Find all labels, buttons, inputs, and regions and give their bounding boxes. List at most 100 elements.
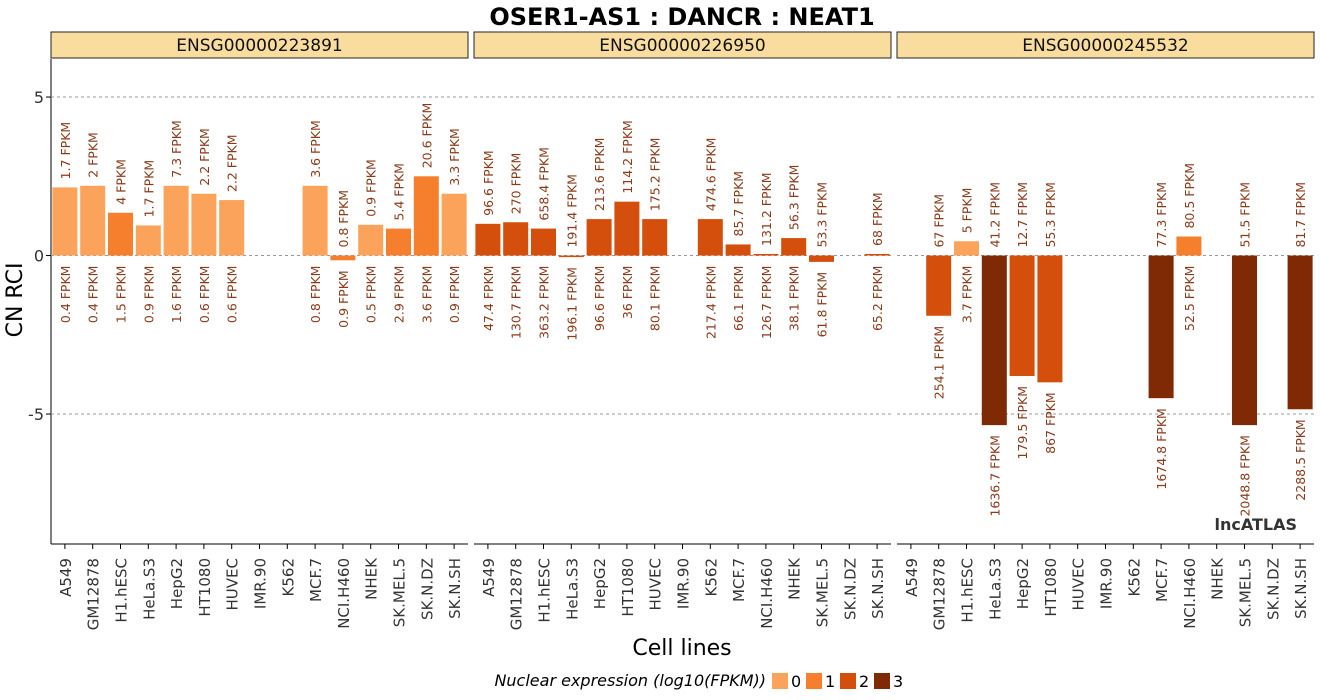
bar (441, 193, 467, 256)
x-tick-label: H1.hESC (113, 558, 131, 623)
x-tick-label: MCF.7 (1153, 558, 1171, 602)
bar (697, 219, 723, 256)
lncatlas-watermark: lncATLAS (1214, 515, 1297, 534)
x-tick-label: HT1080 (1042, 558, 1060, 617)
data-label-top: 1.7 FPKM (141, 160, 156, 218)
panel-strip-label: ENSG00000226950 (599, 36, 765, 56)
data-label-top: 2 FPKM (86, 132, 101, 178)
legend-swatch (874, 673, 890, 689)
data-label-top: 96.6 FPKM (481, 150, 496, 216)
data-label-top: 5 FPKM (960, 188, 975, 234)
data-label-bottom: 196.1 FPKM (564, 267, 579, 340)
bar (1231, 255, 1258, 426)
bar (80, 185, 106, 256)
x-tick-label: NCI.H460 (758, 558, 776, 629)
panel-strip-label: ENSG00000245532 (1022, 36, 1188, 56)
data-label-bottom: 36 FPKM (620, 266, 635, 320)
data-label-bottom: 2.9 FPKM (392, 266, 407, 324)
data-label-top: 191.4 FPKM (564, 174, 579, 247)
x-tick-label: SK.N.DZ (841, 558, 859, 620)
bar (163, 185, 189, 256)
data-label-top: 77.3 FPKM (1154, 182, 1169, 248)
data-label-bottom: 1.6 FPKM (169, 266, 184, 324)
bar (358, 224, 384, 256)
x-tick-label: HUVEC (224, 558, 242, 610)
data-label-top: 51.5 FPKM (1238, 182, 1253, 248)
bar (808, 255, 835, 262)
data-label-top: 7.3 FPKM (169, 120, 184, 178)
data-label-top: 175.2 FPKM (648, 138, 663, 211)
data-label-top: 3.3 FPKM (447, 128, 462, 186)
data-label-bottom: 96.6 FPKM (592, 266, 607, 332)
x-tick-label: NHEK (786, 557, 804, 600)
bar (953, 241, 980, 256)
y-tick-label: 0 (34, 247, 44, 266)
x-tick-label: HT1080 (196, 558, 214, 617)
chart-title: OSER1-AS1 : DANCR : NEAT1 (489, 3, 874, 31)
data-label-bottom: 47.4 FPKM (481, 266, 496, 332)
x-tick-label: H1.hESC (536, 558, 554, 623)
data-label-bottom: 0.4 FPKM (86, 266, 101, 324)
data-label-bottom: 1.5 FPKM (114, 266, 129, 324)
panel-strip (50, 31, 469, 59)
data-label-top: 114.2 FPKM (620, 120, 635, 193)
x-tick-label: HUVEC (647, 558, 665, 610)
y-tick-label: 5 (34, 88, 44, 107)
x-tick-label: GM12878 (508, 558, 526, 630)
x-tick-label: HeLa.S3 (986, 558, 1004, 620)
x-tick-label: SK.N.SH (446, 558, 464, 619)
x-tick-label: HT1080 (619, 558, 637, 617)
data-label-top: 213.6 FPKM (592, 138, 607, 211)
data-label-top: 85.7 FPKM (731, 171, 746, 237)
bar (642, 219, 668, 256)
data-label-bottom: 867 FPKM (1043, 392, 1058, 454)
bar (475, 223, 501, 256)
data-label-top: 56.3 FPKM (787, 165, 802, 231)
data-label-bottom: 52.5 FPKM (1182, 266, 1197, 332)
legend-title: Nuclear expression (log10(FPKM)) (494, 671, 766, 690)
data-label-top: 80.5 FPKM (1182, 163, 1197, 229)
data-label-top: 55.3 FPKM (1043, 182, 1058, 248)
x-tick-label: A549 (480, 558, 498, 597)
x-tick-label: HepG2 (1014, 558, 1032, 609)
data-label-bottom: 0.4 FPKM (58, 266, 73, 324)
bar (926, 255, 952, 316)
x-tick-label: SK.N.SH (869, 558, 887, 619)
data-label-top: 0.9 FPKM (364, 159, 379, 217)
data-label-bottom: 65.2 FPKM (870, 266, 885, 332)
bar (530, 228, 557, 256)
bar (503, 222, 529, 256)
legend: Nuclear expression (log10(FPKM)) 0 1 2 3 (494, 671, 903, 691)
bar (1009, 255, 1035, 376)
bar (385, 228, 412, 256)
x-tick-label: GM12878 (85, 558, 103, 630)
x-tick-label: HepG2 (591, 558, 609, 609)
x-tick-label: HepG2 (168, 558, 186, 609)
bar (330, 255, 356, 261)
data-label-bottom: 2288.5 FPKM (1293, 419, 1308, 500)
x-tick-label: SK.N.SH (1292, 558, 1310, 619)
data-label-bottom: 3.7 FPKM (960, 266, 975, 324)
data-label-top: 270 FPKM (509, 153, 524, 215)
bar (614, 201, 640, 256)
x-tick-label: GM12878 (931, 558, 949, 630)
x-tick-label: MCF.7 (307, 558, 325, 602)
panel-strip (473, 31, 892, 59)
bar (586, 219, 612, 256)
data-label-bottom: 38.1 FPKM (787, 266, 802, 332)
data-label-bottom: 66.1 FPKM (731, 266, 746, 332)
y-tick-label: -5 (28, 405, 44, 424)
data-label-bottom: 126.7 FPKM (759, 266, 774, 339)
x-tick-label: NCI.H460 (335, 558, 353, 629)
x-tick-label: MCF.7 (730, 558, 748, 602)
data-label-bottom: 0.9 FPKM (141, 266, 156, 324)
legend-swatch (806, 673, 822, 689)
data-label-bottom: 61.8 FPKM (815, 272, 830, 338)
data-label-top: 0.8 FPKM (336, 190, 351, 248)
data-label-top: 2.2 FPKM (225, 134, 240, 192)
x-tick-label: SK.N.DZ (418, 558, 436, 620)
x-tick-label: A549 (903, 558, 921, 597)
x-tick-label: NCI.H460 (1181, 558, 1199, 629)
x-axis-label: Cell lines (632, 636, 731, 661)
x-tick-label: IMR.90 (675, 558, 693, 609)
